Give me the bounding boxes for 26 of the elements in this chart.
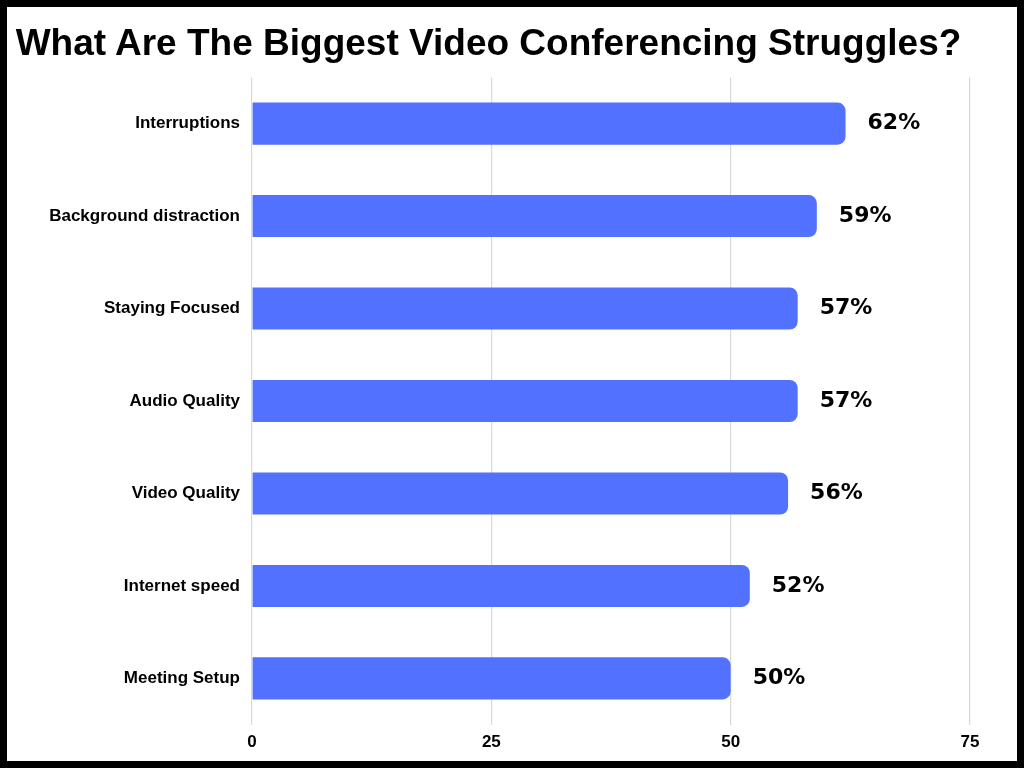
y-tick-label: Audio Quality: [129, 390, 241, 410]
bar: [252, 195, 817, 238]
data-label: 57%: [819, 386, 873, 412]
bar: [252, 379, 798, 423]
y-tick-label: Internet speed: [123, 575, 240, 595]
data-label: 62%: [867, 109, 921, 135]
x-tick-label: 25: [481, 732, 501, 752]
bar: [252, 287, 798, 330]
chart-title: What Are The Biggest Video Conferencing Struggles?: [15, 22, 962, 64]
data-label: 59%: [838, 201, 892, 227]
data-label: 57%: [819, 294, 873, 320]
bar: [252, 102, 846, 145]
y-tick-label: Staying Focused: [103, 298, 240, 318]
bar: [252, 564, 750, 607]
y-tick-label: Meeting Setup: [123, 668, 240, 688]
bar: [252, 657, 731, 700]
y-tick-label: Video Quality: [131, 483, 241, 503]
data-label: 52%: [771, 571, 825, 597]
x-tick-label: 75: [960, 732, 980, 752]
y-tick-label: Interruptions: [135, 113, 240, 133]
bar: [252, 472, 789, 515]
data-label: 50%: [752, 664, 806, 690]
x-tick-label: 50: [721, 732, 741, 752]
y-tick-label: Background distraction: [49, 205, 240, 225]
x-tick-label: 0: [247, 732, 257, 752]
data-label: 56%: [810, 479, 863, 505]
